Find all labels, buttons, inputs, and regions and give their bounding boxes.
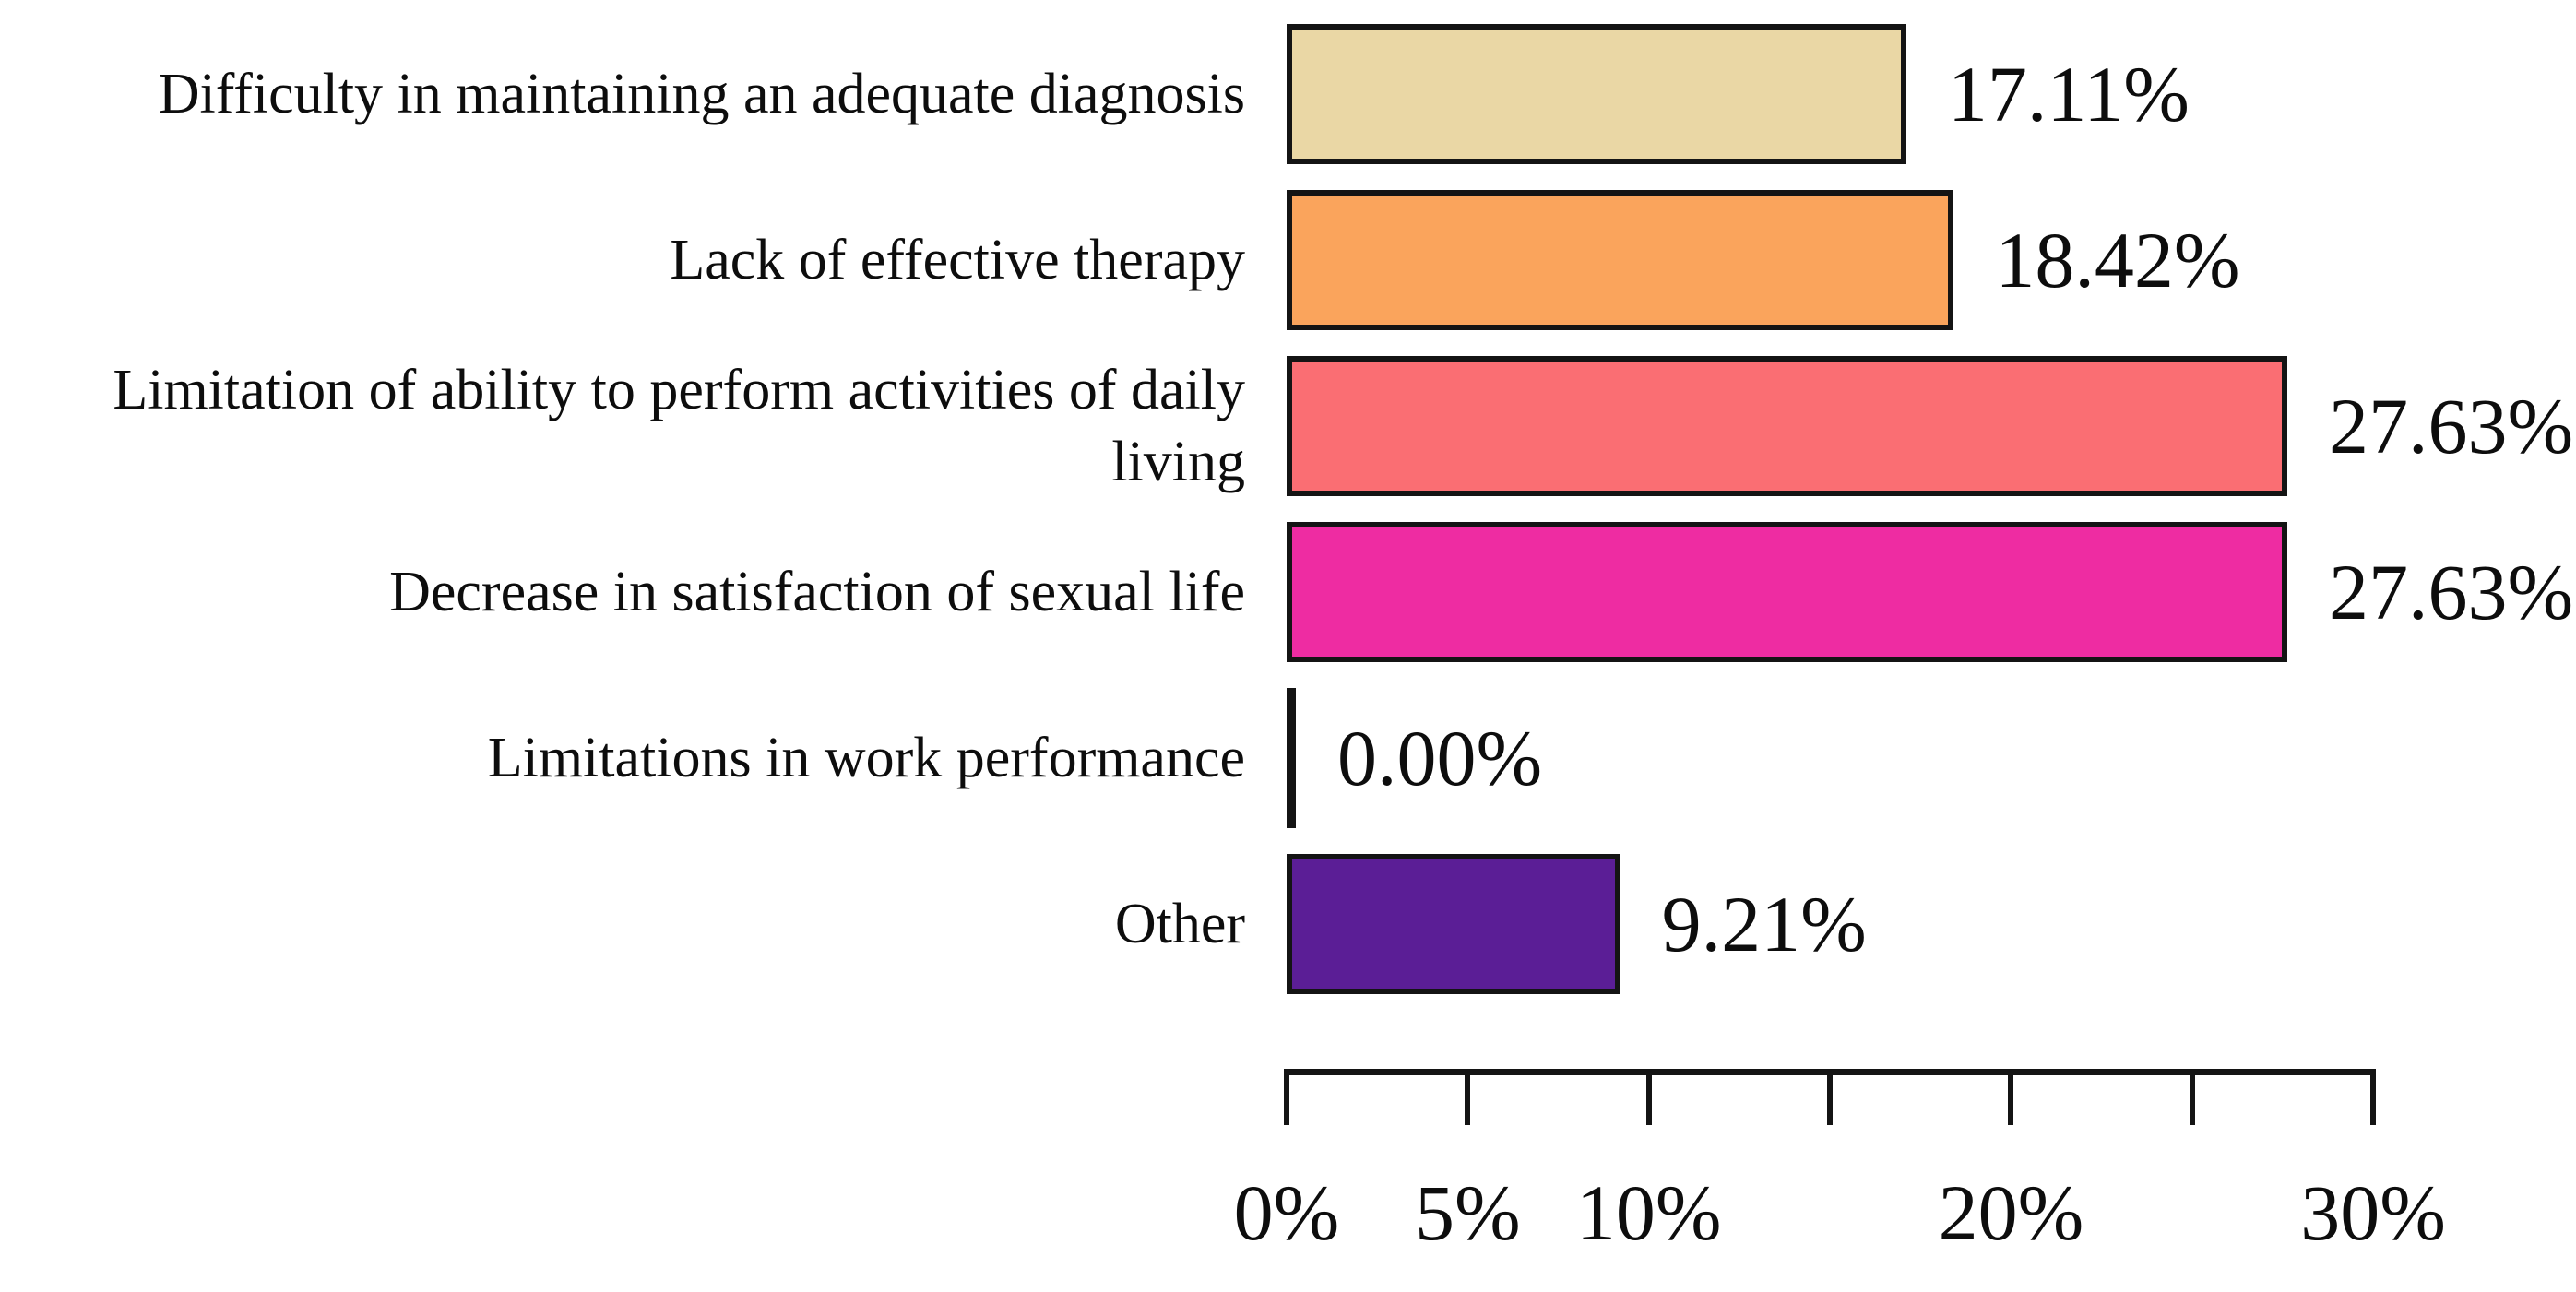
bar-value-label: 18.42% [1995, 216, 2240, 304]
bar-value-label: 0.00% [1337, 714, 1543, 802]
bar [1287, 854, 1620, 994]
bar [1287, 356, 2288, 496]
x-axis-tick-label: 5% [1415, 1168, 1521, 1257]
zero-bar-line [1287, 688, 1296, 828]
bar-value-label: 27.63% [2329, 382, 2574, 470]
bar-value-label: 9.21% [1661, 880, 1867, 968]
x-axis-tick [2189, 1069, 2195, 1125]
category-label: Difficulty in maintaining an adequate di… [158, 63, 1245, 125]
x-axis-tick-label: 0% [1233, 1168, 1340, 1257]
category-label: Limitations in work performance [487, 727, 1245, 789]
x-axis-tick [2008, 1069, 2014, 1125]
bar [1287, 24, 1906, 164]
x-axis-tick [1645, 1069, 1652, 1125]
category-label: Decrease in satisfaction of sexual life [389, 561, 1245, 623]
bar-value-label: 27.63% [2329, 548, 2574, 636]
x-axis-tick-label: 20% [1938, 1168, 2084, 1257]
bar [1287, 190, 1954, 330]
category-label: Lack of effective therapy [670, 229, 1245, 291]
category-label: Limitation of ability to perform activit… [113, 359, 1245, 493]
bar-value-label: 17.11% [1947, 50, 2190, 138]
x-axis-tick [1465, 1069, 1471, 1125]
x-axis-tick-label: 30% [2300, 1168, 2446, 1257]
x-axis-tick [1827, 1069, 1834, 1125]
x-axis-tick-label: 10% [1575, 1168, 1722, 1257]
category-label: Other [1114, 893, 1245, 955]
bar [1287, 522, 2288, 662]
x-axis-tick [2370, 1069, 2377, 1125]
x-axis-tick [1284, 1069, 1289, 1125]
